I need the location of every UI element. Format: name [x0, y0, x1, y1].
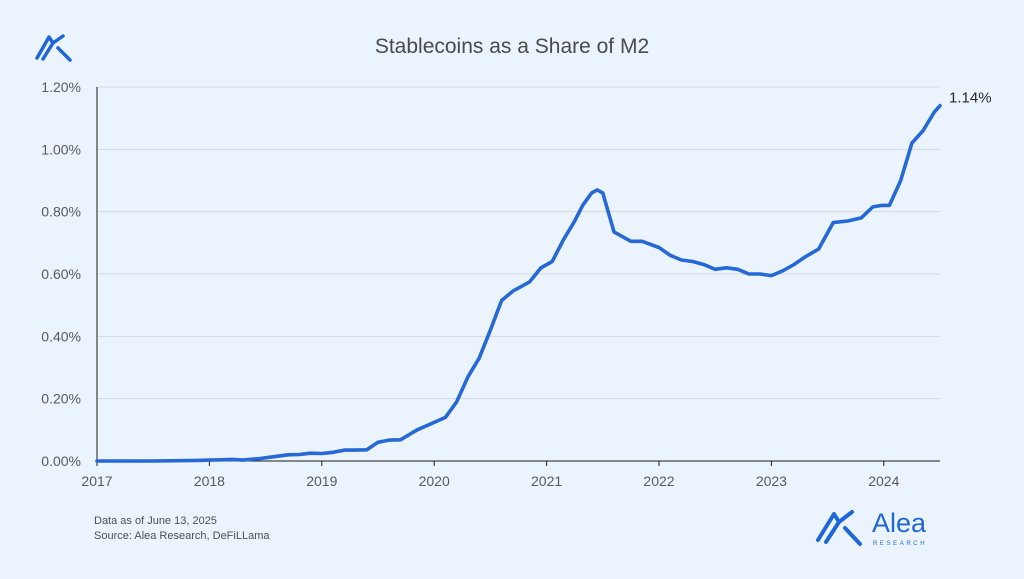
- x-tick-label: 2023: [756, 473, 787, 489]
- logo-icon: [35, 34, 72, 62]
- grid-lines: [97, 86, 940, 400]
- x-tick-label: 2022: [643, 473, 674, 489]
- series-group: [95, 103, 942, 463]
- brand-logo: Alea RESEARCH: [816, 508, 927, 547]
- data-date-note: Data as of June 13, 2025: [94, 515, 217, 527]
- x-tick-label: 2021: [531, 473, 562, 489]
- y-tick-label: 0.80%: [41, 204, 81, 220]
- brand-mark-icon: [816, 510, 862, 546]
- y-tick-label: 1.00%: [41, 141, 81, 157]
- y-tick-label: 1.20%: [41, 79, 81, 95]
- x-tick-label: 2019: [306, 473, 337, 489]
- x-axis: 2017 2018 2019 2020 2021 2022 2023 2024: [81, 87, 940, 489]
- x-tick-label: 2018: [194, 473, 225, 489]
- x-tick-label: 2020: [419, 473, 450, 489]
- series-line: [95, 103, 942, 463]
- y-tick-label: 0.40%: [41, 328, 81, 344]
- brand-name: Alea: [872, 508, 927, 538]
- end-value-label: 1.14%: [949, 90, 992, 107]
- chart-title: Stablecoins as a Share of M2: [375, 35, 649, 58]
- x-tick-label: 2017: [81, 473, 112, 489]
- source-note: Source: Alea Research, DeFiLLama: [94, 530, 270, 542]
- y-axis-ticks: 0.00% 0.20% 0.40% 0.60% 0.80% 1.00% 1.20%: [41, 79, 81, 469]
- brand-tagline: RESEARCH: [873, 541, 927, 547]
- x-tick-label: 2024: [868, 473, 899, 489]
- y-tick-label: 0.20%: [41, 391, 81, 407]
- y-tick-label: 0.60%: [41, 266, 81, 282]
- y-tick-label: 0.00%: [41, 453, 81, 469]
